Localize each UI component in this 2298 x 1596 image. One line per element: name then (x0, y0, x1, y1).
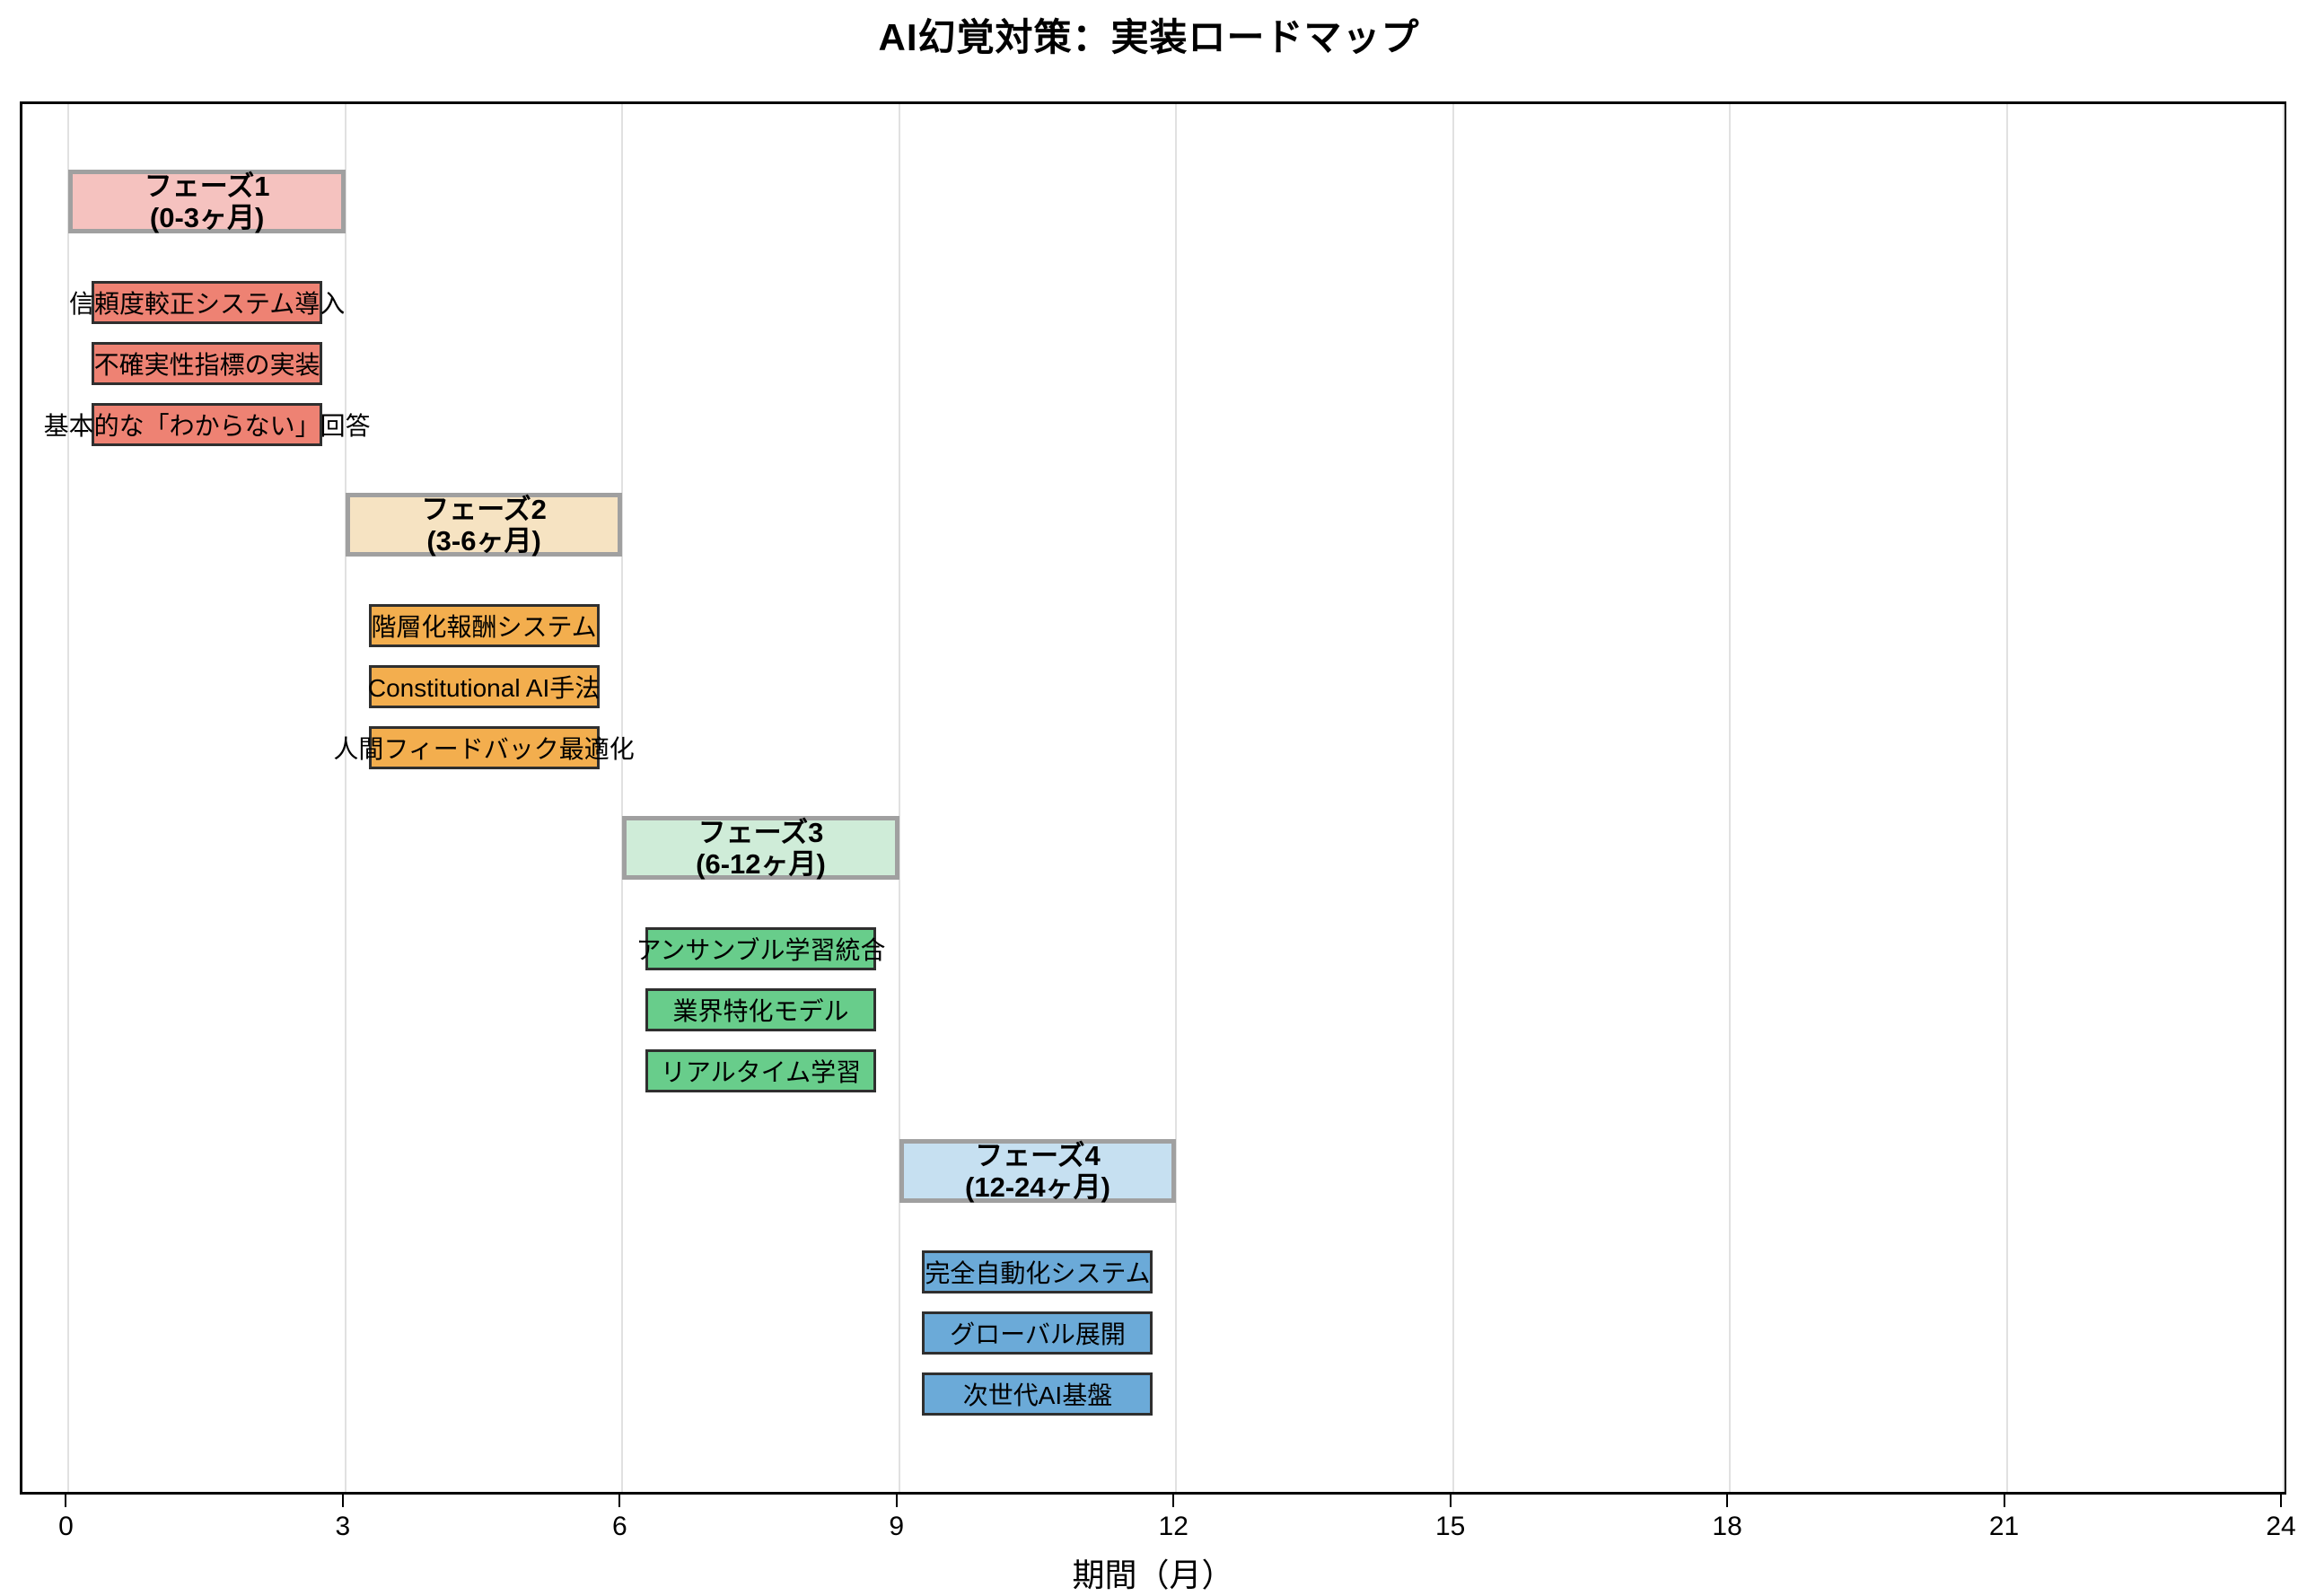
task-label: Constitutional AI手法 (367, 674, 601, 702)
task-label: 不確実性指標の実装 (93, 351, 320, 379)
gridline (621, 104, 624, 1492)
task-bar: 完全自動化システム (922, 1250, 1153, 1293)
phase-period: (12-24ヶ月) (965, 1171, 1110, 1203)
x-tick-label: 24 (2266, 1512, 2296, 1541)
gridline (344, 104, 346, 1492)
task-bar: リアルタイム学習 (645, 1049, 877, 1092)
gridline (1452, 104, 1454, 1492)
chart-title: AI幻覚対策：実装ロードマップ (878, 16, 1420, 58)
x-tick-mark (1449, 1495, 1452, 1507)
phase-name: フェーズ1 (144, 170, 270, 202)
x-tick-mark (2003, 1495, 2005, 1507)
x-tick-mark (341, 1495, 344, 1507)
task-bar: 業界特化モデル (645, 988, 877, 1031)
task-bar: Constitutional AI手法 (367, 665, 601, 708)
task-bar: 基本的な「わからない」回答 (44, 403, 371, 446)
x-tick-label: 6 (611, 1512, 627, 1541)
phase-header-bar: フェーズ3 (6-12ヶ月) (622, 816, 899, 880)
x-tick-mark (65, 1495, 67, 1507)
gridline (1729, 104, 1732, 1492)
phase-name: フェーズ4 (975, 1139, 1101, 1171)
x-tick-mark (618, 1495, 621, 1507)
task-label: 次世代AI基盤 (962, 1381, 1113, 1409)
x-tick-label: 15 (1434, 1512, 1466, 1541)
task-label: 信頼度較正システム導入 (69, 290, 346, 318)
x-tick-label: 12 (1158, 1512, 1188, 1541)
phase-header-bar: フェーズ4 (12-24ヶ月) (899, 1139, 1177, 1203)
phase-header-bar: フェーズ2 (3-6ヶ月) (345, 493, 623, 557)
task-bar: グローバル展開 (922, 1311, 1153, 1355)
task-label: 基本的な「わからない」回答 (43, 412, 371, 440)
task-label: 業界特化モデル (672, 997, 849, 1025)
x-tick-mark (895, 1495, 898, 1507)
task-label: 人間フィードバック最適化 (333, 735, 635, 763)
gridline (2005, 104, 2008, 1492)
phase-name: フェーズ2 (421, 493, 547, 525)
x-axis-label: 期間（月） (1072, 1557, 1234, 1593)
task-label: 完全自動化システム (925, 1259, 1151, 1287)
task-bar: アンサンブル学習統合 (636, 927, 886, 970)
task-bar: 不確実性指標の実装 (92, 342, 323, 385)
task-bar: 階層化報酬システム (368, 604, 600, 647)
x-tick-label: 3 (335, 1512, 351, 1541)
x-tick-label: 0 (58, 1512, 74, 1541)
phase-name: フェーズ3 (697, 816, 824, 848)
x-tick-label: 21 (1988, 1512, 2020, 1541)
task-label: アンサンブル学習統合 (636, 936, 886, 964)
gridline (67, 104, 70, 1492)
x-tick-mark (2280, 1495, 2282, 1507)
plot-area: フェーズ1 (0-3ヶ月) 信頼度較正システム導入 不確実性指標の実装基本的な「わから… (20, 101, 2286, 1495)
phase-header-bar: フェーズ1 (0-3ヶ月) (68, 170, 346, 233)
phase-period: (3-6ヶ月) (426, 524, 541, 557)
x-tick-mark (1726, 1495, 1729, 1507)
phase-period: (6-12ヶ月) (696, 847, 826, 880)
task-label: 階層化報酬システム (371, 613, 597, 641)
gridline (2283, 104, 2285, 1492)
x-tick-label: 9 (889, 1512, 905, 1541)
x-tick-mark (1172, 1495, 1175, 1507)
task-label: リアルタイム学習 (660, 1058, 862, 1086)
task-bar: 次世代AI基盤 (922, 1372, 1153, 1416)
task-bar: 人間フィードバック最適化 (333, 726, 635, 769)
gridline (1175, 104, 1178, 1492)
x-tick-label: 18 (1712, 1512, 1742, 1541)
task-label: グローバル展開 (950, 1320, 1126, 1348)
phase-period: (0-3ヶ月) (149, 201, 265, 233)
gridline (898, 104, 900, 1492)
task-bar: 信頼度較正システム導入 (69, 281, 345, 324)
